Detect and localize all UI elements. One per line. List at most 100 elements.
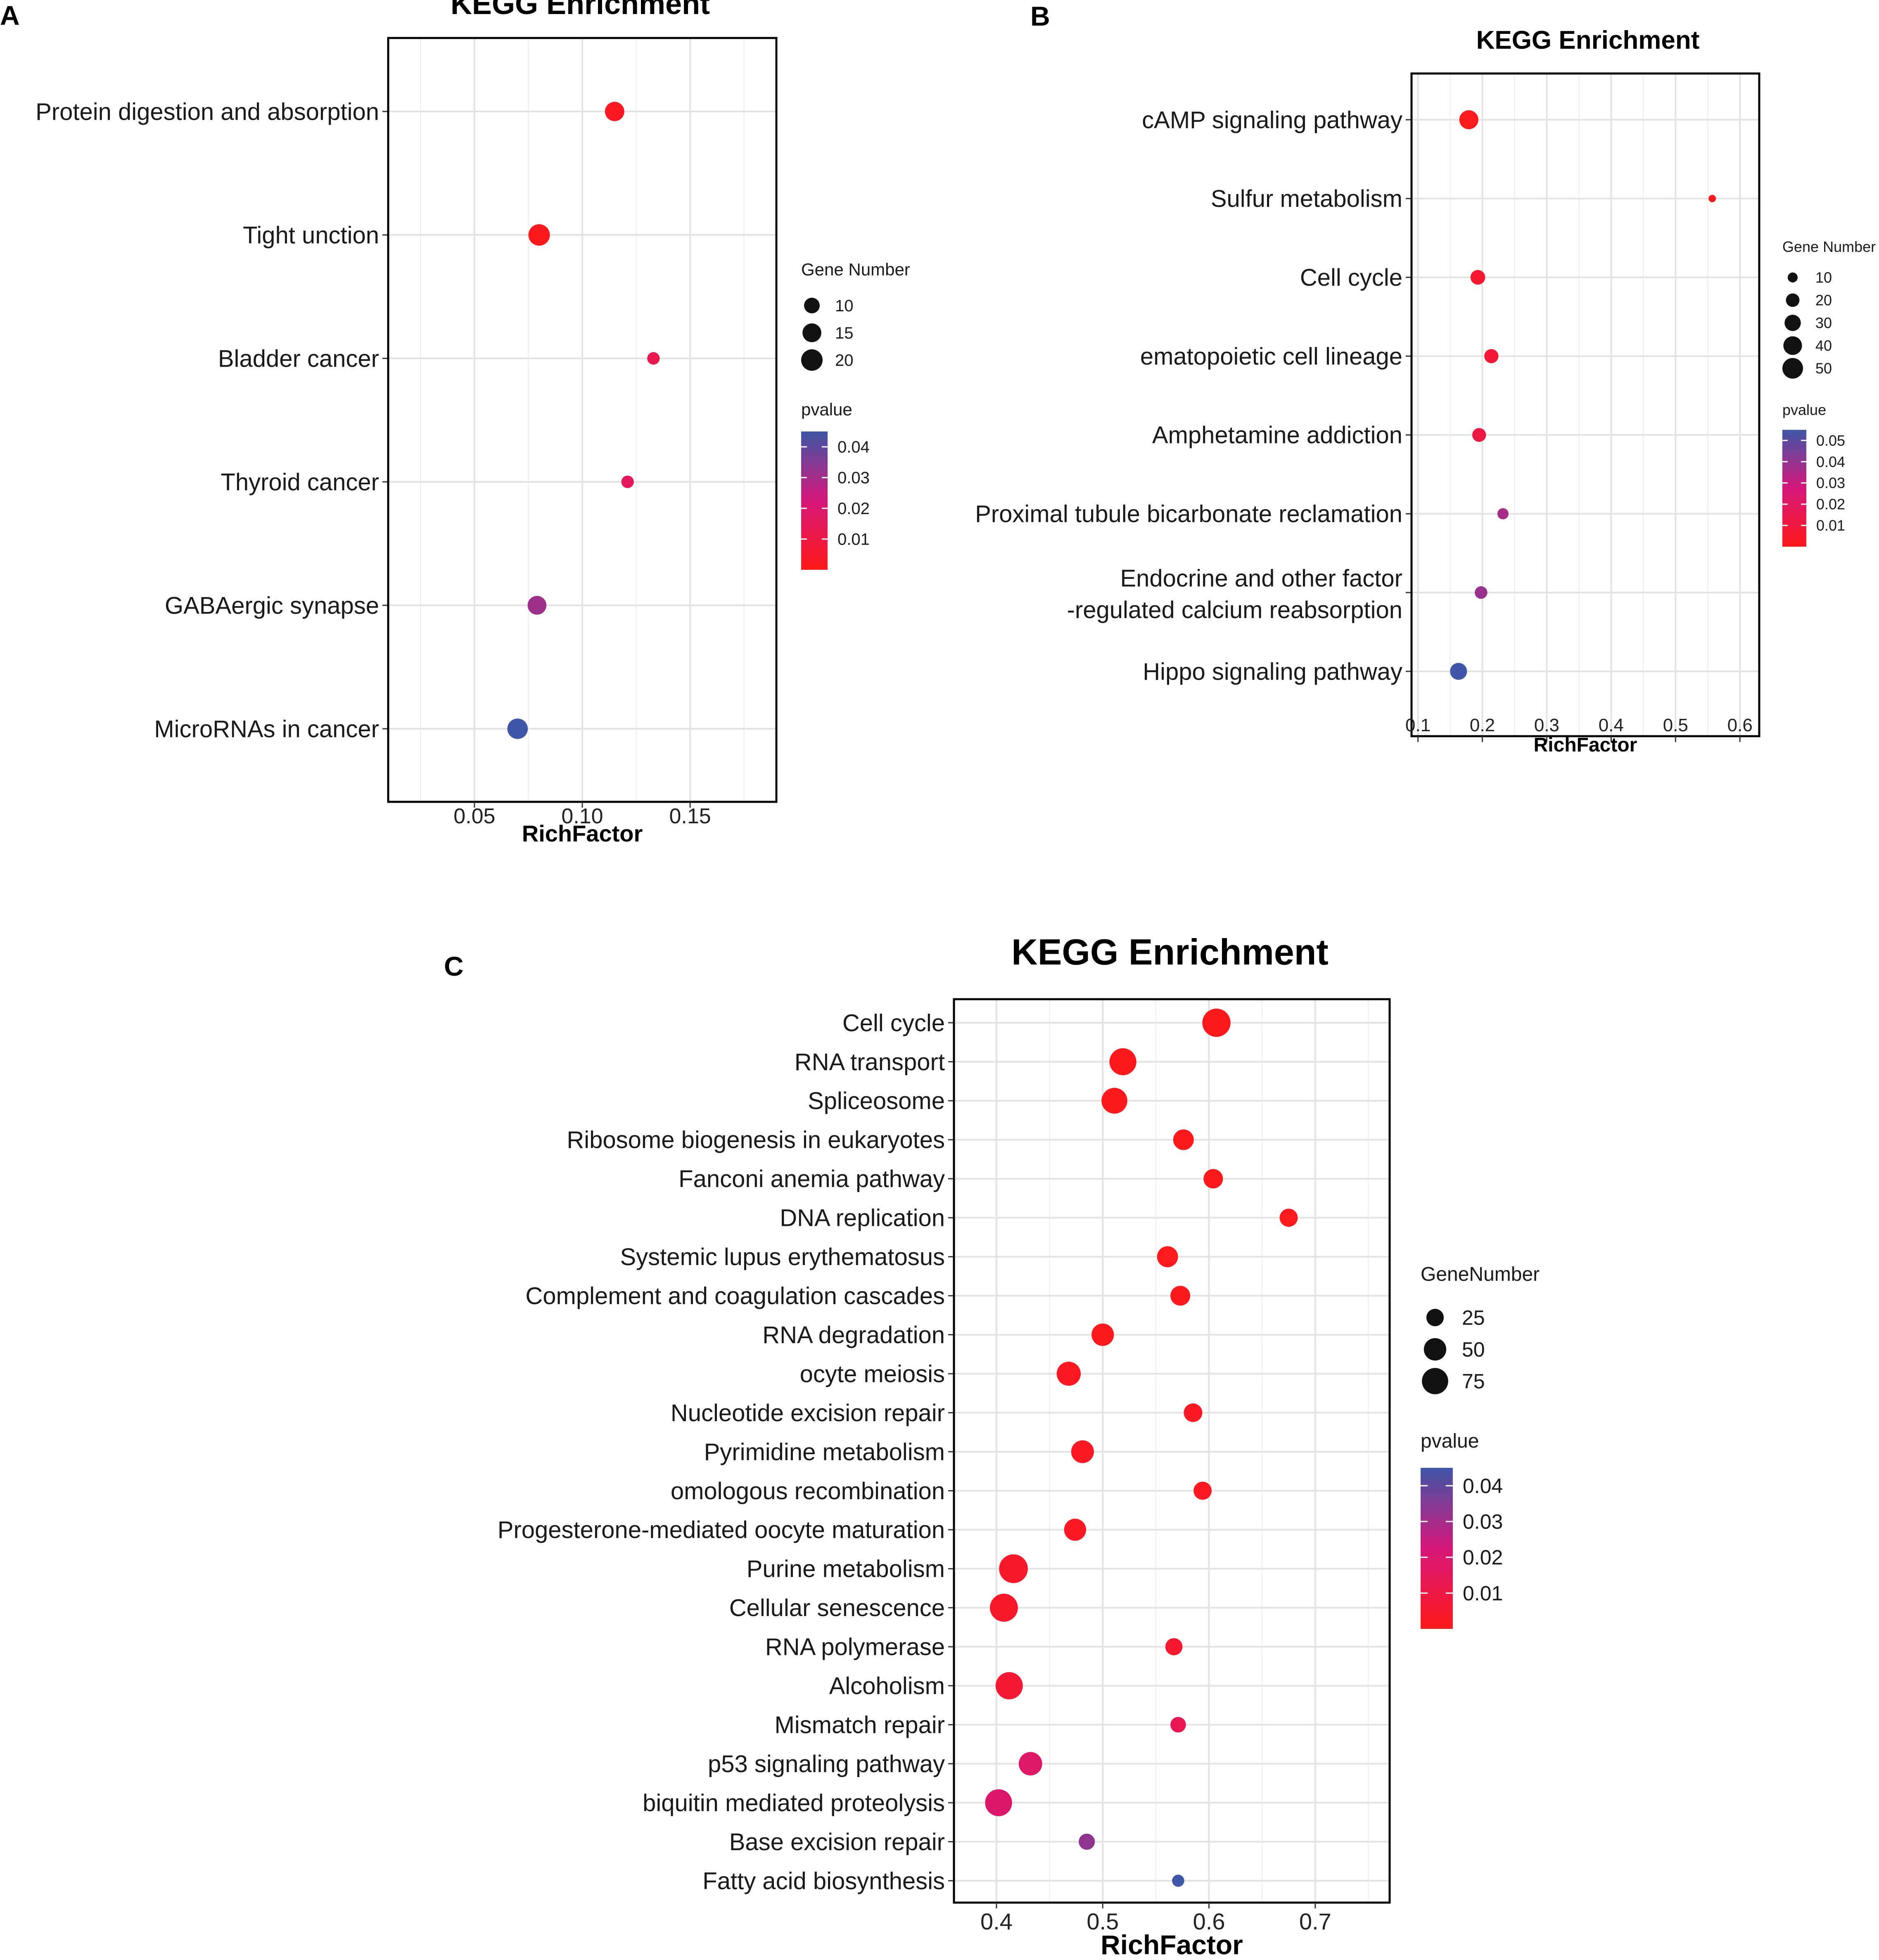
data-point xyxy=(1018,1752,1042,1776)
category-label: Complement and coagulation cascades xyxy=(525,1282,945,1309)
category-label: Base excision repair xyxy=(729,1829,945,1856)
color-legend-label: 0.02 xyxy=(1463,1546,1503,1569)
color-legend-label: 0.01 xyxy=(837,531,870,549)
category-label: ocyte meiosis xyxy=(800,1360,945,1387)
color-legend-label: 0.04 xyxy=(1463,1474,1503,1498)
category-label: Progesterone-mediated oocyte maturation xyxy=(498,1517,945,1543)
color-legend-title: pvalue xyxy=(1782,401,1826,418)
size-legend: GeneNumber 25 50 75 xyxy=(1421,1263,1540,1394)
panel-letter: A xyxy=(0,0,20,31)
data-point xyxy=(1470,270,1485,285)
x-tick-label: 0.5 xyxy=(1087,1908,1119,1934)
data-point xyxy=(1170,1717,1186,1733)
data-point xyxy=(527,596,547,615)
size-legend-dot xyxy=(802,323,821,342)
size-legend-dot xyxy=(1783,336,1802,355)
size-legend-dot xyxy=(1787,272,1798,283)
data-point xyxy=(1109,1048,1136,1076)
x-tick-label: 0.2 xyxy=(1470,715,1495,735)
color-legend-label: 0.01 xyxy=(1816,517,1845,534)
color-legend-label: 0.01 xyxy=(1463,1582,1503,1605)
category-label: Tight unction xyxy=(243,222,379,249)
size-legend-label: 15 xyxy=(835,324,854,342)
data-point xyxy=(1202,1008,1231,1037)
category-label: Pyrimidine metabolism xyxy=(704,1439,945,1465)
size-legend-dot xyxy=(1782,358,1803,379)
size-legend-title: Gene Number xyxy=(801,260,910,279)
category-label: Systemic lupus erythematosus xyxy=(620,1244,945,1270)
data-point xyxy=(1497,508,1509,519)
category-label: Purine metabolism xyxy=(747,1556,945,1583)
category-label: Proximal tubule bicarbonate reclamation xyxy=(975,501,1402,528)
color-legend-title: pvalue xyxy=(1421,1430,1479,1452)
size-legend-dot xyxy=(801,349,823,371)
x-tick-label: 0.4 xyxy=(1599,715,1624,735)
category-label: Hippo signaling pathway xyxy=(1143,658,1402,685)
size-legend-label: 50 xyxy=(1815,360,1832,377)
category-label: Cellular senescence xyxy=(729,1595,945,1621)
data-point xyxy=(1091,1323,1114,1346)
color-legend-label: 0.02 xyxy=(1816,496,1845,513)
category-label: GABAergic synapse xyxy=(165,592,379,619)
data-point xyxy=(1071,1440,1094,1463)
color-legend-label: 0.04 xyxy=(1816,453,1845,470)
category-label: Alcoholism xyxy=(829,1673,945,1699)
color-legend-label: 0.02 xyxy=(837,500,870,518)
category-label: Mismatch repair xyxy=(774,1711,945,1738)
panel-a: A KEGG Enrichment Protein digestion and ab… xyxy=(0,0,910,846)
size-legend-label: 50 xyxy=(1462,1338,1485,1361)
data-point xyxy=(1165,1638,1183,1656)
data-point xyxy=(1064,1519,1087,1541)
category-label: Ribosome biogenesis in eukaryotes xyxy=(567,1127,945,1154)
plot-frame xyxy=(1410,72,1760,737)
data-point xyxy=(605,102,624,121)
data-point xyxy=(990,1593,1018,1622)
category-label: Cell cycle xyxy=(842,1010,945,1036)
data-point xyxy=(985,1789,1012,1816)
plot-background xyxy=(1412,73,1759,736)
color-legend: pvalue 0.04 0.03 0.02 0.01 xyxy=(1421,1430,1503,1629)
size-legend: Gene Number 10 15 20 xyxy=(801,260,910,371)
x-tick-label: 0.6 xyxy=(1193,1908,1225,1934)
x-axis-title: RichFactor xyxy=(522,820,643,846)
panel-b: B KEGG Enrichment cAMP signaling pathway Su… xyxy=(975,1,1876,756)
size-legend-dot xyxy=(1423,1338,1447,1361)
plot-grid xyxy=(388,38,776,802)
x-tick-label: 0.3 xyxy=(1534,715,1559,735)
category-label: ematopoietic cell lineage xyxy=(1140,343,1402,370)
size-legend-label: 30 xyxy=(1815,315,1832,332)
category-label: MicroRNAs in cancer xyxy=(154,716,379,742)
color-bar xyxy=(1421,1468,1453,1629)
plot-frame xyxy=(953,998,1391,1904)
size-legend-label: 20 xyxy=(1815,292,1832,309)
color-legend-label: 0.05 xyxy=(1816,432,1845,449)
x-tick-label: 0.05 xyxy=(453,804,495,828)
x-tick-label: 0.15 xyxy=(669,804,711,828)
panel-c: C KEGG Enrichment Cell cycle RNA transport S… xyxy=(444,931,1540,1960)
data-points xyxy=(1450,110,1716,680)
data-point xyxy=(999,1554,1028,1583)
x-tick-label: 0.7 xyxy=(1299,1908,1331,1934)
data-point xyxy=(1475,586,1488,599)
data-point xyxy=(1450,663,1467,680)
size-legend-dot xyxy=(1426,1308,1444,1327)
size-legend-label: 10 xyxy=(1815,269,1832,286)
category-label: Amphetamine addiction xyxy=(1152,422,1402,449)
plot-grid xyxy=(954,999,1390,1903)
data-point xyxy=(647,352,660,365)
data-point xyxy=(1459,110,1478,130)
x-axis-title: RichFactor xyxy=(1101,1929,1243,1960)
data-points xyxy=(985,1008,1298,1887)
data-point xyxy=(1193,1481,1212,1500)
data-point xyxy=(507,718,528,739)
data-point xyxy=(1172,1875,1184,1887)
color-legend-label: 0.04 xyxy=(837,438,870,456)
color-bar xyxy=(1782,430,1806,547)
data-point xyxy=(1157,1246,1178,1268)
color-legend: pvalue 0.04 0.03 0.02 0.01 xyxy=(801,400,870,570)
color-legend-title: pvalue xyxy=(801,400,852,419)
data-point xyxy=(1170,1286,1191,1306)
size-legend-title: GeneNumber xyxy=(1421,1263,1540,1285)
data-point xyxy=(1203,1169,1223,1189)
